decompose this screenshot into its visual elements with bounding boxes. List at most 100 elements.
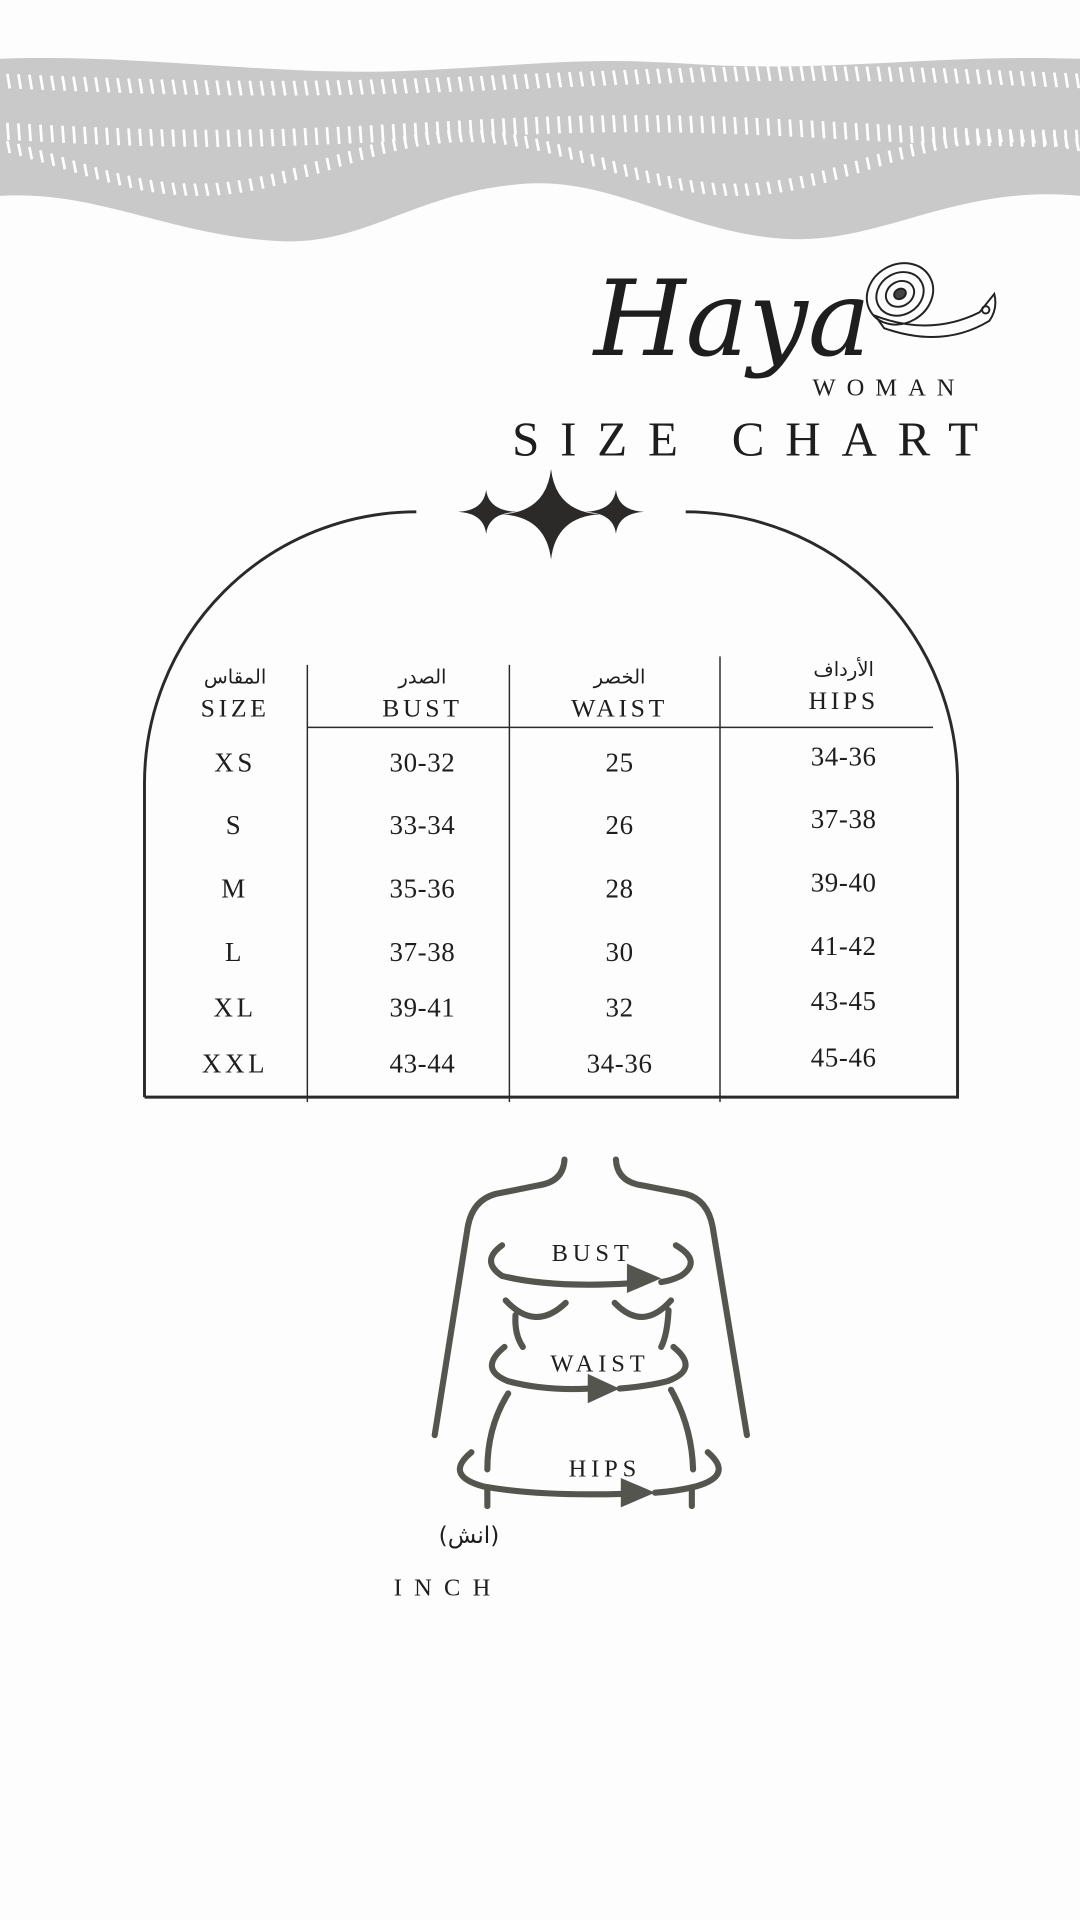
tape-tick	[777, 179, 783, 193]
tape-tick	[39, 124, 43, 142]
tape-tick	[601, 115, 606, 133]
tape-tick	[204, 80, 210, 96]
tape-tick	[986, 69, 992, 85]
tape-tick	[259, 129, 264, 147]
table-cell: 37-38	[390, 937, 456, 967]
tape-tick	[281, 80, 287, 96]
tape-tick	[612, 70, 618, 86]
tape-tick	[700, 67, 706, 83]
tape-tick	[127, 175, 133, 189]
table-cell: 32	[606, 992, 634, 1022]
tape-tick	[898, 125, 903, 143]
tape-tick	[490, 75, 497, 91]
tape-tick	[72, 126, 77, 144]
tape-tick	[744, 183, 750, 196]
tape-tick	[700, 115, 705, 134]
tape-tick	[413, 78, 419, 94]
tape-tick	[590, 115, 594, 133]
tape-tick	[105, 77, 111, 93]
column-header: SIZE	[201, 693, 270, 722]
tape-tick	[83, 76, 89, 92]
tape-tick	[512, 117, 517, 136]
tape-tick	[931, 138, 937, 151]
tape-tick	[843, 122, 848, 140]
tape-tick	[821, 65, 827, 82]
tape-tick	[1019, 70, 1026, 87]
tape-tick	[645, 170, 651, 184]
tape-tick	[1041, 132, 1048, 146]
size-table: المقاس SIZE الصدر BUST الخصر WAIST الأرداف HIPS…	[201, 656, 934, 1103]
tape-tick	[435, 130, 441, 144]
tape-tick	[204, 183, 210, 197]
tape-tick	[568, 147, 574, 160]
tape-tick	[72, 76, 78, 92]
tape-tick	[149, 128, 154, 147]
tape-tick	[127, 128, 132, 146]
tape-tick	[898, 146, 904, 160]
table-cell: XS	[214, 747, 256, 777]
tape-tick	[931, 67, 937, 83]
tape-tick	[358, 147, 364, 161]
tape-tick	[6, 122, 10, 141]
tape-tick	[512, 133, 519, 147]
tape-tick	[435, 77, 441, 93]
tape-tick	[369, 144, 375, 157]
tape-tick	[193, 129, 198, 147]
tape-tick	[358, 125, 363, 144]
tape-tick	[733, 183, 739, 197]
unit-arabic: (انش)	[439, 1522, 500, 1549]
tape-tick	[193, 183, 199, 197]
tape-tick	[281, 128, 286, 147]
tape-tick	[248, 178, 254, 192]
tape-tick	[215, 129, 220, 148]
tape-tick	[182, 183, 188, 196]
tape-tick	[402, 136, 408, 149]
tape-tick	[259, 176, 265, 189]
tape-tick	[799, 175, 805, 189]
table-cell: S	[226, 810, 245, 840]
tape-tick	[755, 117, 760, 136]
tape-tick	[160, 79, 166, 95]
tape-tick	[920, 126, 925, 144]
tape-tick	[667, 68, 673, 84]
table-cell: 39-40	[811, 867, 877, 897]
table-cell: 28	[606, 874, 634, 904]
tape-tick	[909, 125, 914, 144]
table-cell: 43-45	[811, 986, 877, 1016]
tape-tick	[457, 76, 463, 92]
tape-tick	[6, 73, 12, 89]
tape-tick	[369, 79, 375, 95]
tape-tick	[292, 128, 297, 146]
tape-tick	[6, 140, 12, 154]
tape-tick	[270, 128, 275, 147]
tape-tick	[479, 75, 486, 91]
tape-tick	[843, 66, 849, 82]
tape-tick	[623, 115, 628, 133]
tape-tick	[127, 78, 133, 94]
tape-tick	[523, 73, 530, 89]
tape-tick	[876, 124, 881, 142]
tape-tick	[270, 80, 276, 96]
tape-tick	[369, 125, 374, 143]
tape-tick	[248, 80, 254, 96]
body-measurement-diagram: BUST WAIST HIPS	[431, 1156, 750, 1510]
tape-tick	[171, 182, 177, 196]
tape-tick	[678, 67, 684, 83]
tape-tick	[72, 160, 78, 174]
tape-tick	[667, 175, 673, 189]
tape-tick	[17, 74, 23, 90]
tape-tick	[248, 129, 253, 147]
tape-tick	[546, 72, 552, 89]
tape-tick	[634, 69, 640, 85]
tape-tick	[733, 116, 738, 135]
tape-tick	[325, 127, 330, 145]
column-header-arabic: المقاس	[204, 665, 267, 688]
tape-tick	[28, 146, 34, 160]
tape-tick	[678, 115, 683, 133]
tape-tick	[83, 126, 88, 145]
tape-tick	[468, 129, 474, 143]
tape-tick	[39, 74, 45, 91]
tape-tick	[171, 79, 177, 95]
tape-tick	[579, 71, 585, 87]
